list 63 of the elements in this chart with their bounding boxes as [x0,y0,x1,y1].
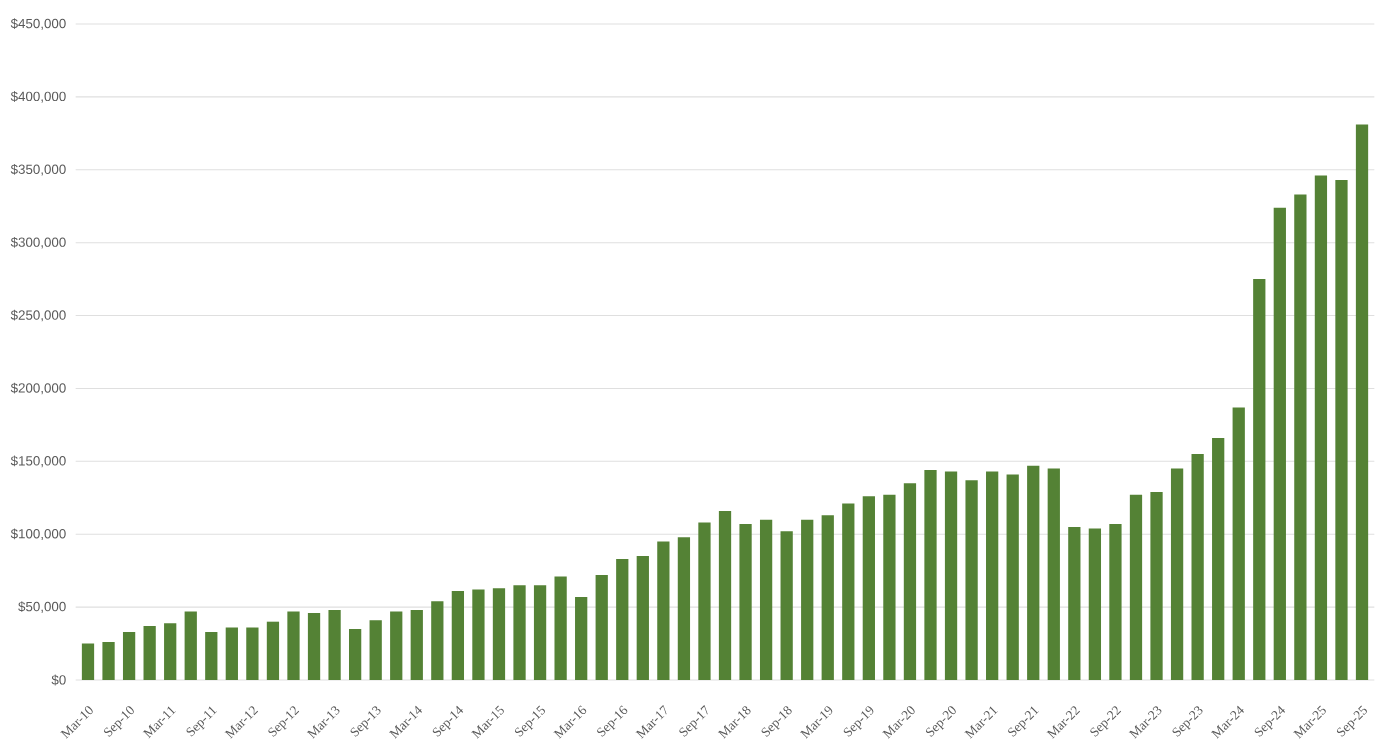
bar [287,611,300,680]
bar [1068,526,1081,680]
bar [164,623,177,680]
bar [184,611,197,680]
bar [307,612,321,680]
bar [1129,494,1143,680]
bar [328,610,341,680]
bar [1006,474,1019,680]
bar [554,576,567,680]
bar [1294,194,1307,680]
bar [122,631,136,680]
bar [677,537,691,680]
bar [102,642,115,680]
bar [492,588,506,680]
bar [780,531,793,680]
bar [1253,279,1266,680]
bar [533,585,547,680]
bar [1088,528,1102,680]
bar [1232,407,1245,680]
bar [513,585,526,680]
bar [246,627,259,680]
bar [718,510,732,680]
bar [369,620,382,680]
bar [1047,468,1060,680]
bar [698,522,711,680]
bar [1335,179,1348,680]
bar [924,470,937,680]
bar [759,519,773,680]
bar [965,480,978,680]
bar [472,589,485,680]
bar [883,494,896,680]
bar [801,519,814,680]
bar [1191,454,1204,680]
bar [266,621,280,680]
bar [944,471,958,680]
bar [143,626,156,680]
bar [390,611,403,680]
bar [410,610,423,680]
bar [1109,524,1122,680]
bar [575,596,588,680]
bar [862,496,875,680]
bar [1314,175,1328,680]
bar [903,483,917,680]
bar [349,628,362,680]
bar [1027,465,1040,680]
bar [1170,468,1184,680]
bar [205,631,218,680]
bar [821,515,834,680]
bar [636,556,649,680]
bar [986,471,999,680]
bar [1212,438,1225,680]
bar [1273,207,1286,680]
bar [595,575,608,680]
bar [81,643,95,680]
bar [1150,491,1163,680]
bar [842,503,855,680]
bar [451,591,465,680]
bar [1355,124,1369,680]
bar [657,541,670,680]
bar [739,524,752,680]
bar [616,559,629,680]
bar [431,601,444,680]
bar [225,627,238,680]
